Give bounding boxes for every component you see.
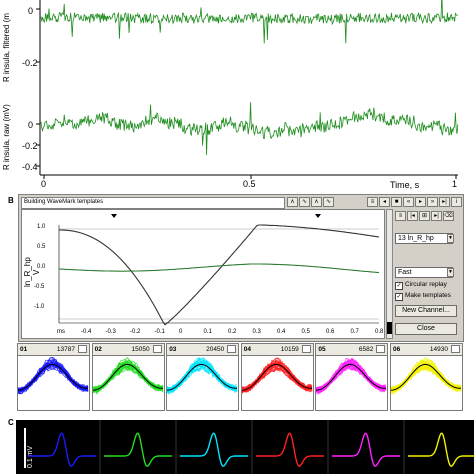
b-xtick: 0 (179, 329, 182, 335)
time-axis-label: Time, s (390, 180, 419, 190)
panel-b-letter: B (8, 196, 14, 205)
panel-c-spike-1 (28, 433, 96, 466)
template-count: 10159 (281, 344, 299, 355)
b-xtick: -0.4 (81, 329, 91, 335)
template-header: 02 15050 (93, 344, 164, 356)
xtick-0: 0 (41, 179, 46, 189)
template-xunit: ms (57, 329, 65, 335)
template-header: 05 6582 (316, 344, 387, 356)
template-card-02[interactable]: 02 15050 (92, 343, 165, 411)
template-delete-icon[interactable] (302, 345, 311, 353)
b-xtick: 0.2 (228, 329, 236, 335)
template-delete-icon[interactable] (451, 345, 460, 353)
b-xtick: -0.3 (106, 329, 116, 335)
panel-c-spike-5 (332, 433, 400, 466)
panel-a-plot (0, 0, 474, 200)
template-waveform (18, 356, 89, 411)
template-header: 04 10159 (242, 344, 313, 356)
template-waveform (93, 356, 164, 411)
channel-select[interactable]: 13 ln_R_hp (395, 233, 453, 244)
template-card-05[interactable]: 05 6582 (315, 343, 388, 411)
b-xtick: 0.6 (326, 329, 334, 335)
template-mean-trace (59, 225, 379, 325)
template-waveform (167, 356, 238, 411)
template-header: 06 14930 (391, 344, 462, 356)
panel-c-spike-6 (408, 433, 474, 466)
template-count: 14930 (430, 344, 448, 355)
make-templates-checkbox[interactable]: ✓ Make templates (395, 292, 451, 301)
next-icon[interactable]: ▸| (431, 211, 442, 221)
b-xtick: -0.1 (155, 329, 165, 335)
panel-c-spike-4 (256, 433, 324, 466)
left-marker-icon (111, 214, 117, 218)
circular-replay-label: Circular replay (405, 281, 447, 288)
template-header: 01 13787 (18, 344, 89, 356)
b-xtick: 0.3 (253, 329, 261, 335)
close-button[interactable]: Close (395, 323, 457, 335)
template-number: 03 (169, 344, 176, 355)
list-icon[interactable]: ≡ (395, 211, 406, 221)
circular-replay-checkbox[interactable]: ✓ Circular replay (395, 281, 447, 290)
scroll-thumb[interactable] (387, 322, 392, 334)
b-xtick: 0.8 (375, 329, 383, 335)
make-templates-label: Make templates (405, 292, 451, 299)
b-xtick: 0.7 (351, 329, 359, 335)
panel-c-waveforms (16, 420, 474, 474)
template-green-trace (59, 264, 379, 273)
template-waveform (316, 356, 387, 411)
panel-c-spike-2 (104, 433, 172, 466)
checkmark-icon: ✓ (395, 293, 403, 301)
template-delete-icon[interactable] (153, 345, 162, 353)
template-waveform (242, 356, 313, 411)
speed-dropdown-arrow-icon[interactable]: ▼ (447, 268, 454, 277)
template-number: 01 (20, 344, 27, 355)
new-channel-button[interactable]: New Channel... (395, 305, 457, 317)
xtick-1: 1 (452, 179, 457, 189)
template-card-06[interactable]: 06 14930 (390, 343, 463, 411)
template-delete-icon[interactable] (376, 345, 385, 353)
template-count: 6582 (359, 344, 373, 355)
right-marker-icon (315, 214, 321, 218)
template-number: 06 (393, 344, 400, 355)
template-delete-icon[interactable] (78, 345, 87, 353)
panel-c-letter: C (8, 418, 14, 427)
template-number: 05 (318, 344, 325, 355)
template-count: 13787 (57, 344, 75, 355)
template-number: 02 (95, 344, 102, 355)
template-waveform (391, 356, 462, 411)
vertical-scrollbar[interactable] (386, 209, 393, 339)
template-header: 03 20450 (167, 344, 238, 356)
wavemark-window: Building WaveMark templates ∧ ∿ ∧ ∿ ≡ ◂ … (18, 194, 464, 342)
grid-icon[interactable]: ⊞ (419, 211, 430, 221)
template-delete-icon[interactable] (227, 345, 236, 353)
prev-icon[interactable]: |◂ (407, 211, 418, 221)
delete-icon[interactable]: ⌫ (443, 211, 454, 221)
template-number: 04 (244, 344, 251, 355)
b-xtick: 0.1 (204, 329, 212, 335)
channel-dropdown-arrow-icon[interactable]: ▼ (447, 234, 454, 243)
panel-c-spike-3 (180, 433, 248, 466)
filtered-trace (41, 0, 458, 43)
speed-select-value: Fast (398, 269, 412, 276)
channel-select-value: 13 ln_R_hp (398, 235, 434, 242)
template-count: 15050 (132, 344, 150, 355)
b-xtick: 0.4 (277, 329, 285, 335)
template-card-03[interactable]: 03 20450 (166, 343, 239, 411)
b-xtick: -0.2 (130, 329, 140, 335)
checkmark-icon: ✓ (395, 282, 403, 290)
template-card-01[interactable]: 01 13787 (17, 343, 90, 411)
template-count: 20450 (206, 344, 224, 355)
raw-trace (41, 102, 458, 155)
b-xtick: 0.5 (302, 329, 310, 335)
template-card-04[interactable]: 04 10159 (241, 343, 314, 411)
xtick-05: 0.5 (243, 179, 256, 189)
speed-select[interactable]: Fast (395, 267, 453, 278)
